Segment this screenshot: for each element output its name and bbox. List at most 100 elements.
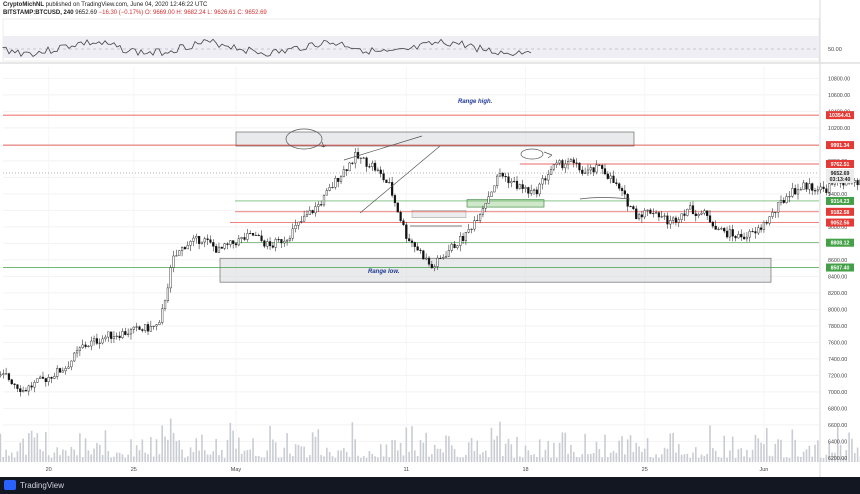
candle-body: [564, 163, 567, 169]
y-tick-label: 6200.00: [828, 456, 847, 462]
price-change: −16.30 (−0.17%): [98, 10, 144, 16]
candle-body: [476, 220, 479, 222]
volume-bar: [811, 456, 813, 462]
volume-bar: [263, 457, 266, 462]
volume-bar: [334, 457, 337, 462]
volume-bar: [331, 456, 334, 462]
volume-bar: [482, 452, 484, 462]
candle-body: [547, 174, 550, 181]
y-tick-label: 7800.00: [828, 324, 847, 330]
candle-body: [479, 214, 482, 221]
candle-body: [677, 219, 680, 223]
candle-body: [260, 235, 263, 241]
candle-body: [158, 322, 161, 325]
price-tag: [826, 218, 854, 227]
volume-bar: [459, 457, 462, 462]
volume-bar: [416, 455, 419, 462]
volume-bar: [819, 457, 822, 462]
candle-body: [518, 184, 521, 189]
volume-bar: [385, 444, 388, 462]
volume-bar: [360, 457, 362, 462]
candle-body: [771, 212, 774, 217]
volume-bar: [203, 450, 206, 462]
price-tag: [826, 238, 854, 247]
candle-body: [146, 324, 150, 332]
volume-bar: [110, 457, 112, 462]
volume-bar: [96, 442, 98, 462]
volume-bar: [255, 456, 257, 462]
y-tick-label: 7400.00: [828, 357, 847, 363]
volume-bar: [470, 437, 473, 462]
candle-body: [700, 212, 703, 215]
candle-body: [294, 225, 297, 230]
volume-bar: [754, 434, 757, 462]
candle-body: [728, 229, 731, 238]
candle-body: [751, 231, 754, 233]
candle-body: [561, 160, 564, 169]
volume-bar: [677, 444, 680, 462]
volume-bar: [184, 457, 186, 462]
candle-body: [717, 228, 720, 230]
candle-body: [81, 344, 84, 349]
volume-bar: [388, 457, 391, 462]
candle-body: [416, 246, 419, 251]
candle-body: [129, 329, 133, 335]
volume-bar: [564, 432, 567, 462]
price-tag: [826, 141, 854, 150]
candle-body: [152, 325, 155, 327]
candle-body: [135, 326, 138, 328]
candle-body: [532, 189, 536, 191]
volume-bar: [323, 456, 325, 462]
volume-bar: [635, 442, 638, 462]
volume-bar: [851, 438, 853, 462]
volume-bar: [189, 447, 192, 462]
candle-body: [657, 212, 661, 218]
volume-bar: [660, 454, 663, 462]
volume-bar: [133, 456, 135, 462]
volume-bar: [618, 440, 620, 462]
volume-bar: [436, 448, 439, 462]
volume-bar: [516, 437, 518, 462]
price-tag-label: 8507.40: [831, 266, 850, 272]
candles: [0, 147, 860, 397]
candle-body: [822, 186, 825, 189]
candle-body: [623, 190, 626, 195]
candle-body: [731, 229, 734, 237]
candle-body: [725, 230, 729, 238]
x-tick-label: 18: [522, 467, 528, 473]
candle-body: [589, 167, 592, 171]
candle-body: [555, 162, 558, 165]
candle-body: [595, 164, 598, 173]
candle-body: [178, 250, 181, 256]
candle-body: [541, 178, 544, 185]
volume-bar: [760, 442, 762, 462]
volume-bar: [689, 457, 691, 462]
candle-body: [47, 377, 50, 383]
volume-bar: [536, 457, 538, 462]
candle-body: [56, 368, 59, 377]
candle-body: [498, 172, 502, 177]
volume-bar: [621, 436, 623, 462]
range-high-zone: [235, 131, 635, 147]
candle-body: [742, 236, 746, 240]
candle-body: [487, 196, 490, 204]
candle-body: [50, 377, 53, 379]
price-chart[interactable]: 50.00 Range high. Range low. 10800.00 106…: [0, 0, 860, 477]
volume-bar: [751, 449, 754, 462]
volume-bar: [212, 451, 215, 462]
candle-body: [229, 240, 232, 245]
volume-bar: [402, 455, 405, 462]
volume-bar: [658, 457, 660, 462]
volume-bar: [774, 443, 777, 462]
candle-body: [30, 385, 33, 388]
candle-body: [379, 169, 382, 174]
volume-bar: [175, 440, 178, 462]
volume-bar: [419, 440, 422, 462]
candle-body: [427, 257, 431, 265]
trend-drawings: [285, 128, 631, 227]
candle-body: [453, 243, 456, 249]
volume-bar: [206, 454, 209, 462]
candle-body: [334, 177, 337, 188]
volume-bar: [675, 452, 677, 462]
range-high-label: Range high.: [458, 99, 493, 105]
